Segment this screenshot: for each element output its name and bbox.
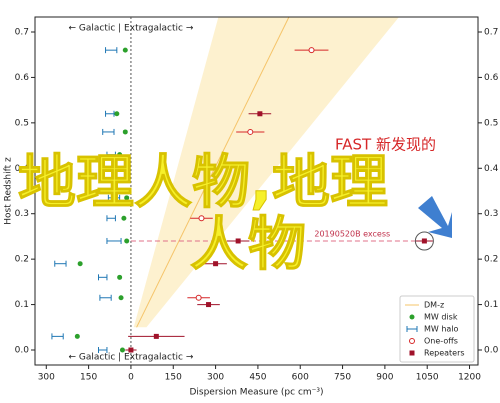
y-tick-label: 0.4 — [15, 164, 30, 174]
point — [122, 47, 128, 53]
x-tick-label: 300 — [207, 373, 224, 383]
x-tick-label: 750 — [334, 373, 351, 383]
point — [308, 47, 315, 54]
x-tick-label: 150 — [80, 373, 97, 383]
x-tick-label: 1200 — [458, 373, 481, 383]
legend-swatch — [409, 338, 415, 344]
point — [117, 152, 123, 158]
annotation: ← Galactic | Extragalactic → — [68, 24, 193, 34]
overlay-text: 人物 — [190, 210, 306, 278]
point — [198, 215, 205, 222]
x-tick-label: 900 — [376, 373, 393, 383]
point — [206, 302, 212, 308]
legend-label: MW halo — [424, 325, 459, 334]
overlay-text: 地理人物,地理 — [18, 148, 388, 216]
y-tick-label: 0.7 — [15, 27, 29, 37]
y2-tick-label: 0.6 — [484, 73, 499, 83]
legend-label: One-offs — [424, 337, 458, 346]
x-axis-label: Dispersion Measure (pc cm⁻³) — [189, 388, 323, 398]
point — [114, 111, 120, 117]
annotation: ← Galactic | Extragalactic → — [68, 353, 193, 363]
point — [213, 261, 219, 267]
excess-label: 20190520B excess — [314, 229, 390, 238]
legend-swatch — [409, 314, 415, 320]
point — [74, 333, 80, 339]
dm-z-band — [133, 17, 399, 328]
y2-tick-label: 0.3 — [484, 209, 498, 219]
point — [247, 128, 254, 135]
y2-tick-label: 0.4 — [484, 164, 499, 174]
y-tick-label: 0.1 — [15, 300, 29, 310]
point — [153, 333, 159, 339]
point — [235, 238, 241, 244]
point — [128, 347, 134, 353]
legend-swatch — [409, 350, 415, 356]
legend-label: MW disk — [424, 313, 458, 322]
highlight-circle — [414, 231, 434, 251]
point — [121, 215, 127, 221]
x-tick-label: 1050 — [416, 373, 439, 383]
point — [117, 274, 123, 280]
x-tick-label: 150 — [165, 373, 182, 383]
x-tick-label: 600 — [292, 373, 309, 383]
y2-tick-label: 0.5 — [484, 118, 498, 128]
point — [122, 129, 128, 135]
point — [124, 195, 130, 201]
legend-box — [399, 295, 475, 363]
point — [118, 295, 124, 301]
y2-tick-label: 0.1 — [484, 300, 498, 310]
y2-tick-label: 0.0 — [484, 346, 499, 356]
y2-tick-label: 0.7 — [484, 27, 498, 37]
dm-z-line — [136, 16, 290, 328]
legend-label: DM-z — [424, 301, 444, 310]
y-tick-label: 0.2 — [15, 255, 29, 265]
legend-swatch — [406, 326, 418, 332]
point — [124, 238, 130, 244]
point — [77, 261, 83, 267]
point — [119, 347, 125, 353]
y-axis-label: Host Redshift z — [4, 157, 14, 225]
y2-tick-label: 0.2 — [484, 255, 498, 265]
legend-label: Repeaters — [424, 349, 465, 358]
x-tick-label: 450 — [249, 373, 266, 383]
point — [257, 111, 263, 117]
y-tick-label: 0.0 — [15, 346, 30, 356]
arrow — [418, 196, 452, 238]
x-tick-label: 0 — [128, 373, 134, 383]
y-tick-label: 0.3 — [15, 209, 29, 219]
point — [195, 294, 202, 301]
plot-frame — [34, 16, 479, 366]
point — [421, 238, 427, 244]
overlay-text: FAST 新发现的 — [335, 136, 436, 154]
y-tick-label: 0.5 — [15, 118, 29, 128]
x-tick-label: 300 — [38, 373, 55, 383]
y-tick-label: 0.6 — [15, 73, 30, 83]
